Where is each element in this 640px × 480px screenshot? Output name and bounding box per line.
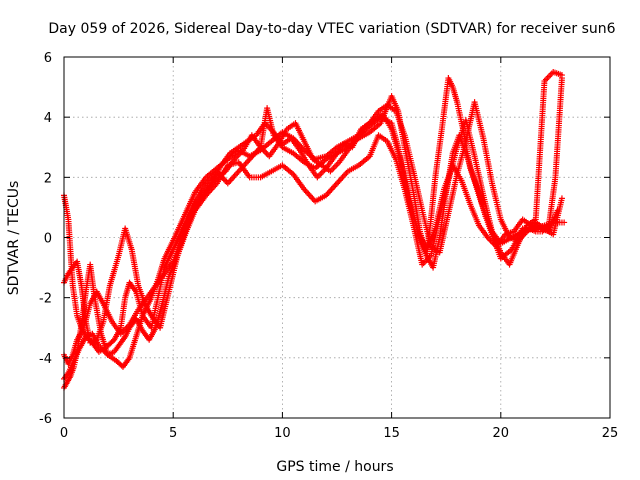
axis-ticks: 0 5 10 15 20 25 -6 -4 -2 0 2 4 6 xyxy=(39,51,618,441)
y-tick-label: 0 xyxy=(44,232,52,247)
y-tick-label: 2 xyxy=(44,171,52,186)
series-track-d xyxy=(61,99,565,391)
chart-title: Day 059 of 2026, Sidereal Day-to-day VTE… xyxy=(48,21,615,37)
data-point xyxy=(561,219,568,226)
data-point xyxy=(554,207,561,214)
y-tick-label: 4 xyxy=(44,111,52,126)
series-track-e xyxy=(61,111,561,367)
x-tick-label: 5 xyxy=(169,426,177,441)
x-tick-label: 20 xyxy=(493,426,510,441)
plot-frame xyxy=(63,56,611,419)
x-tick-label: 10 xyxy=(274,426,291,441)
y-axis-label: SDTVAR / TECUs xyxy=(6,181,22,296)
x-tick-label: 0 xyxy=(60,426,68,441)
data-point xyxy=(558,72,565,79)
data-point xyxy=(558,195,565,202)
y-tick-label: -6 xyxy=(39,412,52,427)
y-tick-label: 6 xyxy=(44,51,52,66)
data-points xyxy=(61,69,568,391)
y-tick-label: -4 xyxy=(39,352,52,367)
x-tick-label: 15 xyxy=(383,426,400,441)
x-tick-label: 25 xyxy=(602,426,619,441)
grid-lines xyxy=(64,57,610,418)
x-axis-label: GPS time / hours xyxy=(276,459,393,475)
y-tick-label: -2 xyxy=(39,292,52,307)
